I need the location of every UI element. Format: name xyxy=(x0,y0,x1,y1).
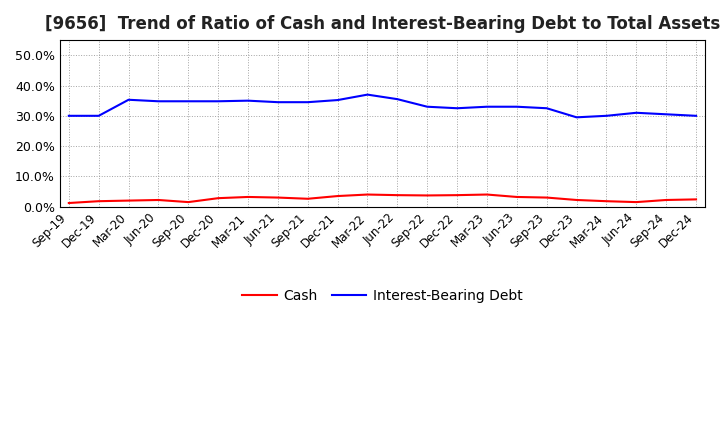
Cash xyxy=(333,194,342,199)
Interest-Bearing Debt xyxy=(572,115,581,120)
Interest-Bearing Debt xyxy=(303,99,312,105)
Interest-Bearing Debt xyxy=(423,104,431,110)
Cash xyxy=(65,200,73,205)
Cash xyxy=(423,193,431,198)
Interest-Bearing Debt xyxy=(65,113,73,118)
Interest-Bearing Debt xyxy=(243,98,252,103)
Interest-Bearing Debt xyxy=(274,99,282,105)
Title: [9656]  Trend of Ratio of Cash and Interest-Bearing Debt to Total Assets: [9656] Trend of Ratio of Cash and Intere… xyxy=(45,15,720,33)
Cash xyxy=(602,198,611,204)
Interest-Bearing Debt xyxy=(482,104,491,110)
Interest-Bearing Debt xyxy=(94,113,103,118)
Interest-Bearing Debt xyxy=(692,113,701,118)
Line: Cash: Cash xyxy=(69,194,696,203)
Interest-Bearing Debt xyxy=(542,106,551,111)
Legend: Cash, Interest-Bearing Debt: Cash, Interest-Bearing Debt xyxy=(236,283,528,308)
Cash xyxy=(125,198,133,203)
Interest-Bearing Debt xyxy=(333,97,342,103)
Cash xyxy=(482,192,491,197)
Cash xyxy=(632,199,641,205)
Cash xyxy=(274,195,282,200)
Interest-Bearing Debt xyxy=(513,104,521,110)
Cash xyxy=(184,199,193,205)
Interest-Bearing Debt xyxy=(184,99,193,104)
Cash xyxy=(303,196,312,202)
Cash xyxy=(214,195,222,201)
Cash xyxy=(572,198,581,203)
Interest-Bearing Debt xyxy=(154,99,163,104)
Cash xyxy=(94,198,103,204)
Interest-Bearing Debt xyxy=(125,97,133,103)
Interest-Bearing Debt xyxy=(363,92,372,97)
Cash xyxy=(393,193,402,198)
Interest-Bearing Debt xyxy=(602,113,611,118)
Interest-Bearing Debt xyxy=(632,110,641,115)
Interest-Bearing Debt xyxy=(453,106,462,111)
Cash xyxy=(453,193,462,198)
Cash xyxy=(542,195,551,200)
Interest-Bearing Debt xyxy=(393,96,402,102)
Cash xyxy=(363,192,372,197)
Cash xyxy=(513,194,521,200)
Interest-Bearing Debt xyxy=(662,112,670,117)
Line: Interest-Bearing Debt: Interest-Bearing Debt xyxy=(69,95,696,117)
Cash xyxy=(243,194,252,200)
Cash xyxy=(154,198,163,203)
Cash xyxy=(662,198,670,203)
Cash xyxy=(692,197,701,202)
Interest-Bearing Debt xyxy=(214,99,222,104)
